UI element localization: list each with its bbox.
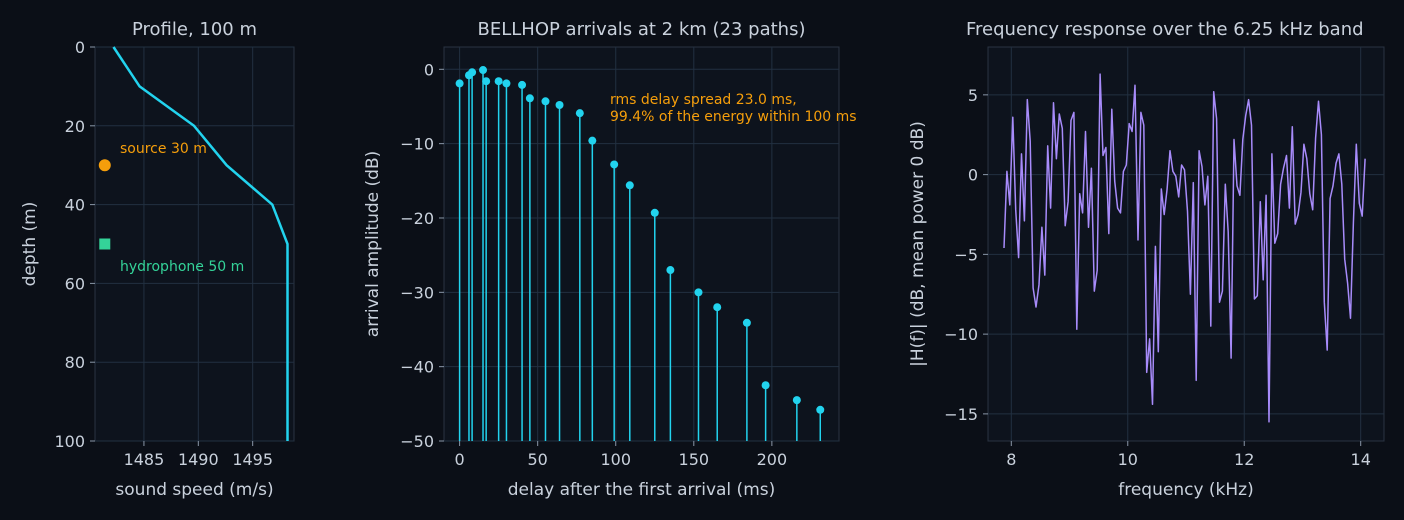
profile-axes [94, 46, 295, 442]
arrivals-y-tick-label: −10 [400, 135, 434, 154]
response-x-tick-label: 12 [1234, 450, 1254, 469]
profile-x-tick-label: 1495 [232, 450, 273, 469]
response-y-tick-label: 5 [968, 86, 978, 105]
arrivals-grid [444, 47, 839, 442]
arrival-point [625, 181, 634, 190]
arrival-point [588, 136, 597, 145]
arrival-point [666, 266, 675, 275]
profile-y-axis-label: depth (m) [20, 202, 40, 287]
arrival-point [525, 94, 534, 103]
response-y-tick-label: −5 [954, 245, 978, 264]
profile-ticks: 1485 1490 1495 0 20 40 60 80 100 [54, 38, 273, 469]
arrival-point [610, 160, 619, 169]
arrivals-ticks: 0 50 100 150 200 0 −10 −20 −30 −40 −50 [400, 60, 787, 469]
response-y-axis-label: |H(f)| (dB, mean power 0 dB) [908, 121, 928, 367]
arrival-point [761, 381, 770, 390]
arrival-point [479, 66, 488, 75]
response-grid [988, 47, 1384, 441]
profile-title: Profile, 100 m [132, 19, 257, 40]
arrivals-y-tick-label: −20 [400, 209, 434, 228]
profile-x-tick-label: 1485 [124, 450, 165, 469]
arrivals-y-tick-label: −30 [400, 283, 434, 302]
response-x-tick-label: 14 [1351, 450, 1371, 469]
arrival-point [502, 79, 511, 88]
response-axes [987, 46, 1385, 442]
arrival-point [468, 68, 477, 77]
arrivals-x-tick-label: 150 [679, 450, 710, 469]
profile-y-tick-label: 20 [65, 117, 85, 136]
hydrophone-label: hydrophone 50 m [120, 259, 244, 275]
profile-y-tick-label: 40 [65, 196, 85, 215]
arrivals-x-axis-label: delay after the first arrival (ms) [508, 480, 776, 500]
arrivals-x-tick-label: 100 [600, 450, 631, 469]
arrival-point [494, 77, 503, 86]
profile-y-tick-label: 100 [54, 432, 85, 451]
profile-y-tick-label: 80 [65, 353, 85, 372]
arrivals-y-tick-label: 0 [424, 60, 434, 79]
delay-spread-annotation-line-1: rms delay spread 23.0 ms, [610, 92, 797, 108]
arrival-point [482, 77, 491, 86]
response-x-tick-label: 8 [1006, 450, 1016, 469]
arrival-point [816, 405, 825, 414]
delay-spread-annotation-line-2: 99.4% of the energy within 100 ms [610, 109, 857, 125]
arrivals-title: BELLHOP arrivals at 2 km (23 paths) [478, 19, 806, 40]
response-data [1003, 73, 1366, 423]
response-x-tick-label: 10 [1118, 450, 1138, 469]
sound-speed-profile-line [112, 46, 289, 441]
profile-x-axis-label: sound speed (m/s) [115, 480, 273, 500]
profile-grid [95, 46, 294, 442]
arrival-point [650, 208, 659, 217]
arrivals-data [455, 66, 825, 441]
arrivals-y-tick-label: −50 [400, 432, 434, 451]
profile-y-tick-label: 60 [65, 274, 85, 293]
arrival-point [713, 303, 722, 312]
arrivals-x-tick-label: 0 [455, 450, 465, 469]
response-ticks: 8 10 12 14 5 0 −5 −10 −15 [944, 86, 1371, 469]
response-y-tick-label: 0 [968, 166, 978, 185]
arrival-point [575, 109, 584, 118]
hydrophone-marker [99, 238, 111, 250]
arrival-point [541, 97, 550, 106]
arrivals-axes [443, 46, 840, 442]
frequency-response-line [1003, 73, 1366, 423]
frequency-response-panel: 8 10 12 14 5 0 −5 −10 −15 Frequency response ove… [908, 19, 1385, 500]
arrivals-y-tick-label: −40 [400, 358, 434, 377]
response-y-tick-label: −10 [944, 325, 978, 344]
arrivals-x-tick-label: 50 [527, 450, 547, 469]
arrival-point [792, 396, 801, 405]
source-marker [98, 159, 111, 172]
arrival-point [694, 288, 703, 297]
source-label: source 30 m [120, 141, 207, 157]
response-y-tick-label: −15 [944, 405, 978, 424]
profile-data [98, 46, 289, 441]
profile-x-tick-label: 1490 [178, 450, 219, 469]
profile-y-tick-label: 0 [75, 38, 85, 57]
bellhop-arrivals-panel: 0 50 100 150 200 0 −10 −20 −30 −40 −50 BELLHOP arr… [363, 19, 857, 500]
arrival-point [455, 79, 464, 88]
response-x-axis-label: frequency (kHz) [1118, 480, 1254, 500]
arrivals-x-tick-label: 200 [757, 450, 788, 469]
arrival-point [518, 80, 527, 89]
arrival-point [555, 100, 564, 109]
arrival-point [742, 318, 751, 327]
response-title: Frequency response over the 6.25 kHz ban… [966, 19, 1364, 40]
arrivals-y-axis-label: arrival amplitude (dB) [363, 151, 383, 337]
